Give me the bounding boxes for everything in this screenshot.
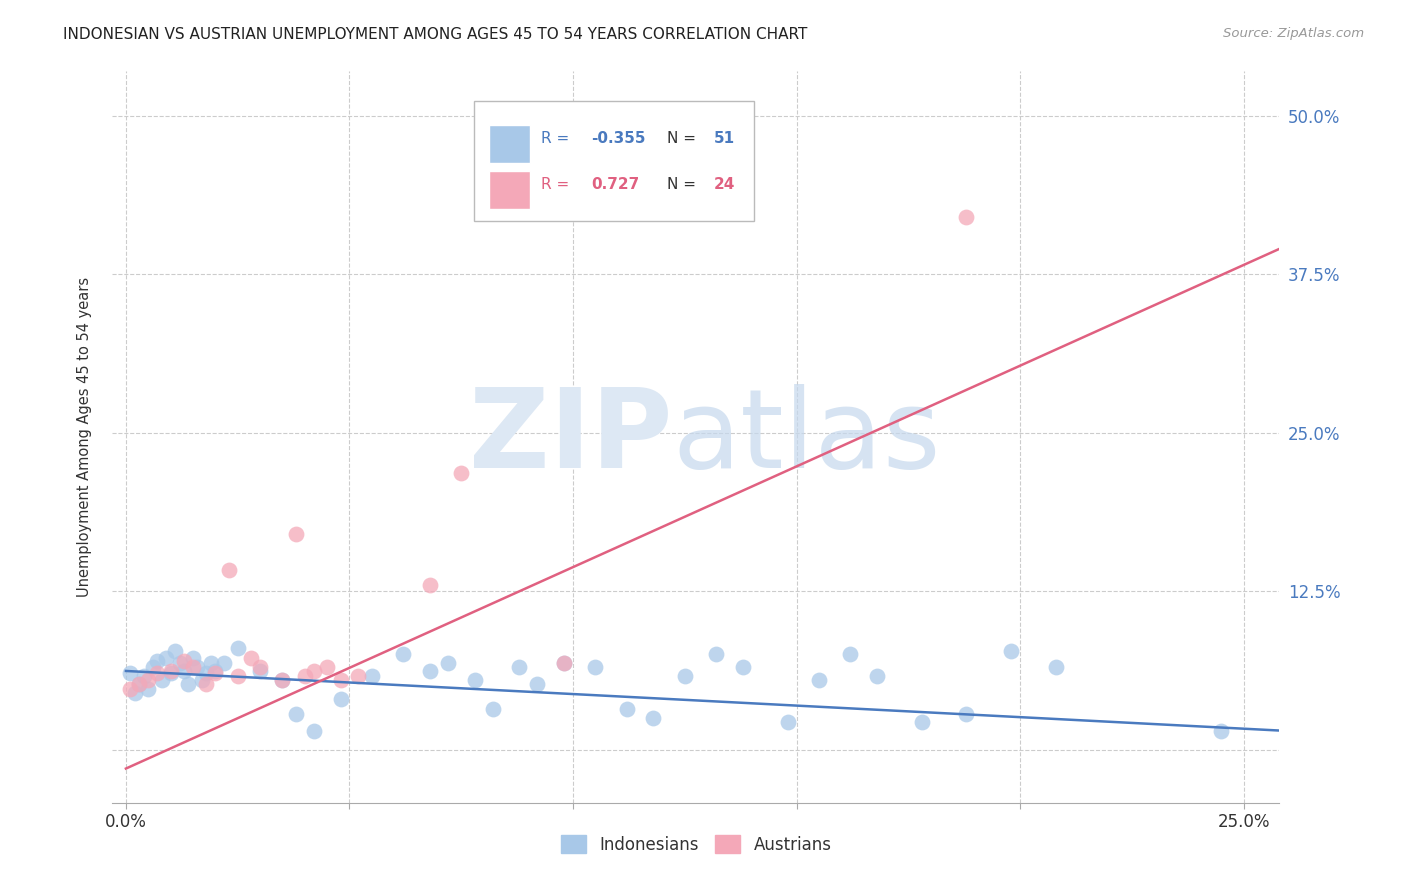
Point	[1045, 660, 1067, 674]
Point	[173, 664, 195, 678]
Point	[120, 681, 142, 696]
Text: 0.727: 0.727	[591, 178, 640, 193]
Point	[807, 673, 830, 687]
Point	[165, 643, 187, 657]
Point	[776, 714, 799, 729]
Point	[955, 707, 977, 722]
Point	[392, 648, 415, 662]
Y-axis label: Unemployment Among Ages 45 to 54 years: Unemployment Among Ages 45 to 54 years	[77, 277, 91, 597]
Text: 24: 24	[713, 178, 735, 193]
Point	[195, 676, 218, 690]
Point	[481, 702, 503, 716]
Point	[526, 676, 548, 690]
Text: N =: N =	[666, 131, 700, 146]
Text: 51: 51	[713, 131, 734, 146]
Point	[124, 685, 146, 699]
Point	[302, 723, 325, 738]
Point	[249, 664, 271, 678]
Point	[347, 669, 370, 683]
Point	[731, 660, 754, 674]
Text: atlas: atlas	[672, 384, 941, 491]
Text: INDONESIAN VS AUSTRIAN UNEMPLOYMENT AMONG AGES 45 TO 54 YEARS CORRELATION CHART: INDONESIAN VS AUSTRIAN UNEMPLOYMENT AMON…	[63, 27, 807, 42]
Point	[218, 563, 240, 577]
Point	[553, 657, 575, 671]
Point	[159, 664, 181, 678]
Point	[839, 648, 862, 662]
Point	[181, 651, 204, 665]
Point	[173, 654, 195, 668]
Point	[226, 641, 249, 656]
Point	[911, 714, 934, 729]
Point	[155, 651, 177, 665]
Point	[284, 527, 307, 541]
Point	[329, 673, 352, 687]
Point	[128, 676, 150, 690]
Point	[169, 657, 191, 671]
Point	[1211, 723, 1233, 738]
Point	[302, 664, 325, 678]
Point	[195, 666, 218, 681]
Point	[120, 666, 142, 681]
Point	[419, 664, 441, 678]
Point	[271, 673, 294, 687]
Point	[226, 669, 249, 683]
Point	[508, 660, 530, 674]
Point	[177, 676, 200, 690]
Point	[142, 660, 165, 674]
Point	[437, 657, 460, 671]
Point	[136, 681, 159, 696]
FancyBboxPatch shape	[489, 125, 530, 163]
Point	[191, 673, 214, 687]
Point	[955, 210, 977, 224]
Point	[204, 664, 226, 678]
Point	[132, 669, 155, 683]
Point	[204, 666, 226, 681]
Point	[464, 673, 486, 687]
Point	[360, 669, 382, 683]
Point	[553, 657, 575, 671]
Point	[583, 660, 606, 674]
Point	[616, 702, 638, 716]
Point	[450, 467, 472, 481]
Point	[704, 648, 727, 662]
Point	[271, 673, 294, 687]
FancyBboxPatch shape	[474, 101, 755, 221]
Point	[294, 669, 316, 683]
Text: Source: ZipAtlas.com: Source: ZipAtlas.com	[1223, 27, 1364, 40]
Point	[284, 707, 307, 722]
Point	[643, 711, 665, 725]
Point	[181, 660, 204, 674]
Point	[186, 660, 208, 674]
Point	[150, 673, 173, 687]
Point	[249, 660, 271, 674]
Point	[146, 666, 169, 681]
Point	[214, 657, 236, 671]
Point	[136, 673, 159, 687]
Point	[146, 654, 169, 668]
Text: -0.355: -0.355	[591, 131, 645, 146]
Point	[673, 669, 696, 683]
Point	[866, 669, 889, 683]
Text: R =: R =	[541, 131, 574, 146]
Point	[1000, 643, 1022, 657]
Text: R =: R =	[541, 178, 579, 193]
Point	[128, 676, 150, 690]
Text: ZIP: ZIP	[470, 384, 672, 491]
Point	[419, 578, 441, 592]
FancyBboxPatch shape	[489, 171, 530, 209]
Text: N =: N =	[666, 178, 700, 193]
Point	[159, 666, 181, 681]
Point	[240, 651, 263, 665]
Point	[200, 657, 222, 671]
Legend: Indonesians, Austrians: Indonesians, Austrians	[554, 829, 838, 860]
Point	[316, 660, 339, 674]
Point	[329, 691, 352, 706]
